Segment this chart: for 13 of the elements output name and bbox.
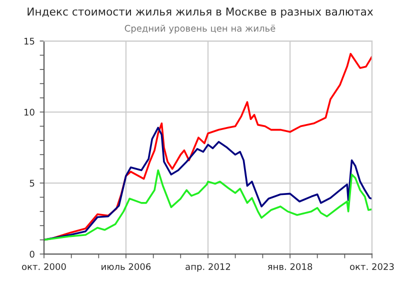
- y-tick-label: 5: [30, 180, 34, 187]
- y-tick-label: 10: [24, 108, 34, 116]
- line-series: [44, 126, 372, 241]
- chart-title: Индекс стоимости жилья жилья в Москве в разных валютах: [28, 8, 374, 18]
- x-tick-label: июль 2006: [102, 263, 151, 270]
- chart-subtitle: Средний уровень цен на жильё: [124, 24, 276, 34]
- x-tick-label: окт. 2023: [350, 263, 394, 270]
- x-tick-label: окт. 2000: [22, 263, 66, 270]
- x-tick-label: янв. 2018: [268, 263, 312, 270]
- line-series: [44, 169, 372, 241]
- x-tick-label: апр. 2012: [186, 263, 230, 272]
- y-tick-label: 15: [24, 38, 34, 45]
- y-tick-label: 0: [30, 250, 34, 258]
